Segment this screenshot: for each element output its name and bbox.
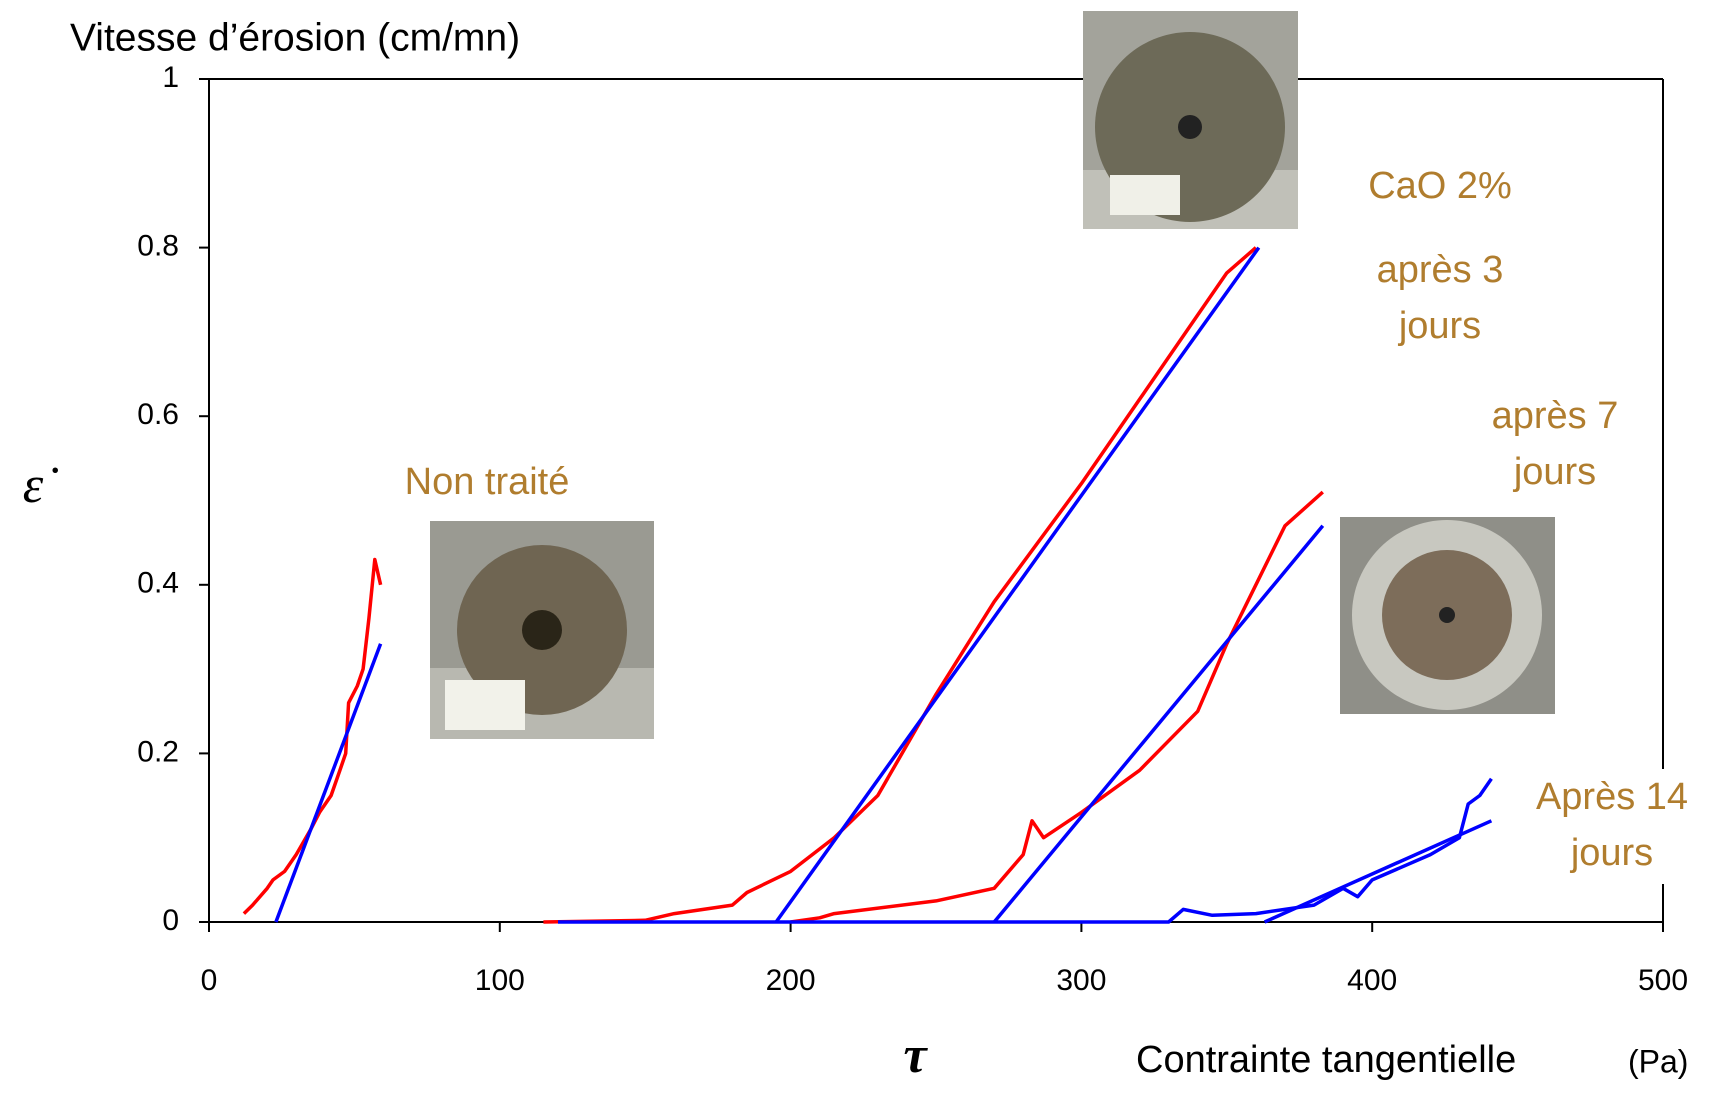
annotation: jours (1398, 305, 1481, 347)
y-tick-label: 0.4 (137, 567, 179, 600)
data-line (1263, 819, 1493, 924)
x-symbol: τ (903, 1027, 928, 1084)
annotation: après 3 (1377, 249, 1504, 291)
data-line (242, 557, 383, 915)
y-tick-label: 0 (162, 904, 179, 937)
y-tick-label: 0.6 (137, 398, 179, 431)
y-symbol: ε̇ (23, 457, 58, 514)
x-tick-label: 500 (1638, 964, 1688, 997)
data-line (790, 490, 1324, 924)
data-line (274, 643, 383, 923)
y-tick-label: 0.2 (137, 735, 179, 768)
photo (1340, 517, 1555, 714)
data-line (992, 524, 1325, 924)
x-axis-unit: (Pa) (1628, 1043, 1688, 1079)
label-background (1460, 388, 1650, 503)
y-axis-label: Vitesse d’érosion (cm/mn) (70, 16, 520, 59)
photo (1083, 11, 1298, 229)
x-tick-label: 200 (766, 964, 816, 997)
annotation: CaO 2% (1368, 165, 1512, 207)
y-tick-label: 1 (162, 61, 179, 94)
annotation: jours (1513, 451, 1596, 493)
y-tick-label: 0.8 (137, 230, 179, 263)
annotation: jours (1570, 832, 1653, 874)
x-axis-label: Contrainte tangentielle (1136, 1039, 1516, 1081)
annotation: Après 14 (1536, 776, 1688, 818)
data-line (558, 777, 1493, 924)
label-background (1517, 769, 1707, 884)
x-tick-label: 100 (475, 964, 525, 997)
annotation: Non traité (405, 461, 570, 503)
x-tick-label: 300 (1056, 964, 1106, 997)
data-line (774, 246, 1261, 924)
annotation: après 7 (1492, 395, 1619, 437)
data-line (543, 246, 1258, 924)
x-tick-label: 0 (201, 964, 218, 997)
photo (430, 521, 654, 739)
photos (430, 11, 1555, 739)
x-tick-label: 400 (1347, 964, 1397, 997)
